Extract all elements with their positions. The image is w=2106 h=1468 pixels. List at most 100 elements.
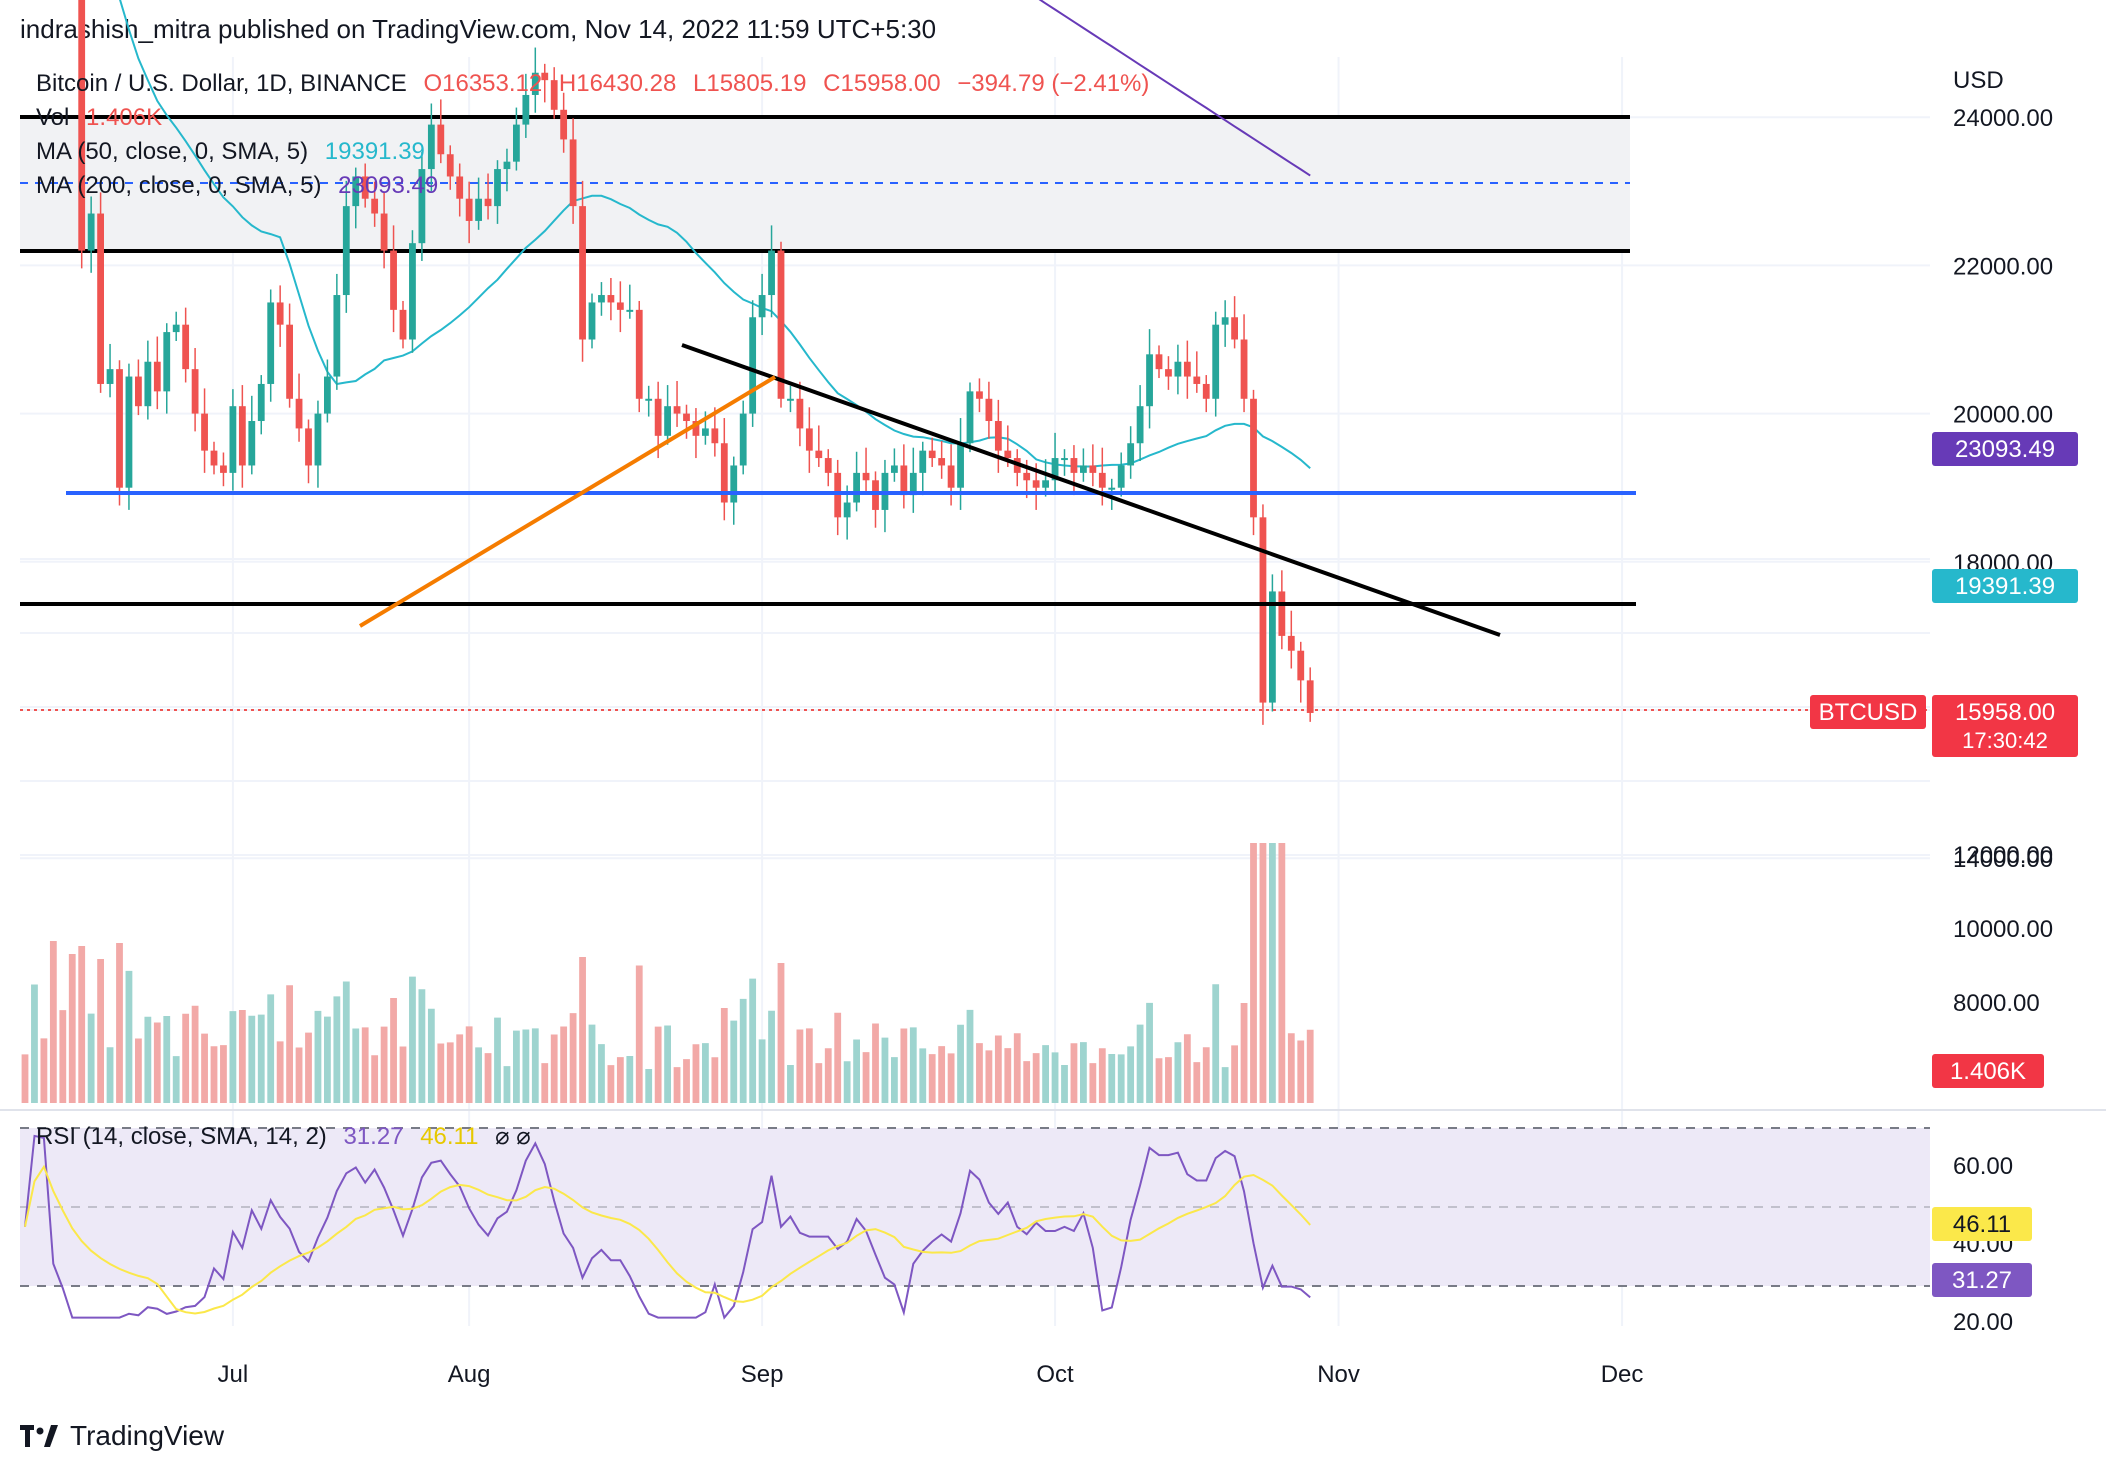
volume-bar	[484, 1053, 492, 1103]
legend-symbol[interactable]: Bitcoin / U.S. Dollar, 1D, BINANCE	[36, 70, 407, 97]
candle-body	[342, 206, 350, 296]
volume-bar	[843, 1061, 851, 1103]
candle-body	[1212, 324, 1220, 399]
volume-bar	[1004, 1048, 1012, 1103]
candle-body	[664, 406, 671, 436]
rsi-line[interactable]	[24, 1134, 1311, 1320]
candle-body	[1259, 517, 1267, 703]
volume-bar	[163, 1016, 171, 1103]
volume-bar	[1032, 1053, 1040, 1103]
candle-body	[484, 198, 492, 207]
volume-bar	[985, 1050, 993, 1103]
volume-bar	[805, 1028, 813, 1103]
price-tick-label: 14000.00	[1953, 846, 2053, 873]
price-tick-label: 10000.00	[1953, 916, 2053, 943]
candle-body	[1278, 591, 1286, 636]
price-axis: USD14000.0018000.0020000.0022000.0024000…	[1953, 67, 2053, 1017]
volume-bars	[21, 843, 1314, 1103]
legend-rsi-value: 31.27	[343, 1123, 404, 1150]
volume-bar	[342, 981, 350, 1103]
candle-body	[1127, 443, 1135, 466]
legend-ohlc[interactable]: Bitcoin / U.S. Dollar, 1D, BINANCE O1635…	[36, 70, 1159, 98]
candle-body	[135, 376, 142, 407]
candle-body	[853, 472, 860, 503]
volume-bar	[257, 1014, 265, 1103]
ascending-trendline[interactable]	[358, 375, 777, 628]
volume-bar	[361, 1027, 369, 1103]
candle-body	[957, 443, 964, 488]
volume-bar	[730, 1020, 738, 1103]
candle-body	[777, 250, 785, 399]
candle-body	[257, 383, 265, 422]
ma200-path	[1038, 0, 1311, 177]
volume-bar	[144, 1016, 152, 1103]
volume-bar	[49, 941, 57, 1103]
ma200-line[interactable]	[25, 0, 1311, 177]
tradingview-brand[interactable]: TradingView	[20, 1420, 224, 1452]
volume-bar	[399, 1046, 407, 1103]
candle-body	[513, 124, 520, 162]
candle-body	[276, 302, 284, 325]
legend-high: H16430.28	[558, 70, 677, 97]
candle-body	[1287, 635, 1295, 651]
tradingview-wordmark: TradingView	[70, 1420, 225, 1451]
candle-body	[324, 376, 331, 414]
ma50-badge-text: 19391.39	[1955, 573, 2055, 600]
publisher-line: indrashish_mitra published on TradingVie…	[20, 14, 937, 44]
candle-body	[749, 317, 757, 414]
volume-bar	[834, 1012, 842, 1103]
candle-body	[1155, 354, 1163, 370]
candle-body	[1221, 317, 1229, 325]
descending-trendline[interactable]	[681, 343, 1501, 637]
candle-body	[314, 413, 322, 466]
time-axis: Jul Aug Sep Oct Nov Dec	[218, 1361, 1644, 1388]
candle-body	[834, 472, 842, 518]
candle-body	[928, 450, 936, 459]
candle-body	[1193, 376, 1201, 384]
candle-body	[456, 176, 464, 199]
candle-body	[361, 176, 369, 199]
volume-bar	[116, 943, 123, 1103]
legend-rsi[interactable]: RSI (14, close, SMA, 14, 2) 31.27 46.11 …	[36, 1122, 541, 1151]
candle-body	[976, 391, 983, 399]
time-tick-label: Nov	[1317, 1361, 1360, 1388]
volume-bar	[692, 1044, 700, 1103]
volume-bar	[853, 1039, 860, 1103]
candle-body	[437, 124, 445, 155]
volume-bar	[333, 996, 341, 1103]
volume-bar	[1287, 1033, 1295, 1103]
volume-bar	[739, 998, 747, 1103]
candle-body	[824, 458, 832, 473]
legend-volume[interactable]: Vol 1.406K	[36, 104, 172, 132]
candle-body	[427, 124, 435, 170]
volume-bar	[182, 1013, 190, 1103]
rsi-path	[24, 1134, 1311, 1320]
candle-body	[1098, 472, 1106, 488]
time-tick-label: Jul	[218, 1361, 249, 1388]
candle-body	[891, 465, 898, 473]
volume-bar	[531, 1028, 539, 1103]
candle-body	[673, 406, 681, 414]
volume-bar	[1306, 1029, 1314, 1103]
candle-body	[607, 295, 615, 303]
volume-bar	[210, 1046, 218, 1103]
legend-ma200[interactable]: MA (200, close, 0, SMA, 5) 23093.49	[36, 172, 448, 200]
candle-body	[1146, 354, 1153, 407]
volume-bar	[947, 1053, 955, 1103]
volume-bar	[579, 957, 586, 1103]
candle-body	[550, 80, 558, 110]
volume-bar	[1042, 1045, 1049, 1103]
candle-body	[144, 361, 152, 407]
legend-ma50[interactable]: MA (50, close, 0, SMA, 5) 19391.39	[36, 138, 435, 166]
volume-bar	[437, 1043, 445, 1103]
candle-body	[702, 428, 709, 436]
rsi-ma-line[interactable]	[24, 1164, 1311, 1315]
candle-body	[966, 391, 974, 444]
candle-body	[163, 332, 171, 392]
volume-bar	[796, 1029, 804, 1103]
candle-body	[390, 250, 397, 310]
candle-body	[994, 421, 1002, 451]
volume-bar	[1278, 843, 1286, 1103]
candle-body	[418, 169, 426, 244]
